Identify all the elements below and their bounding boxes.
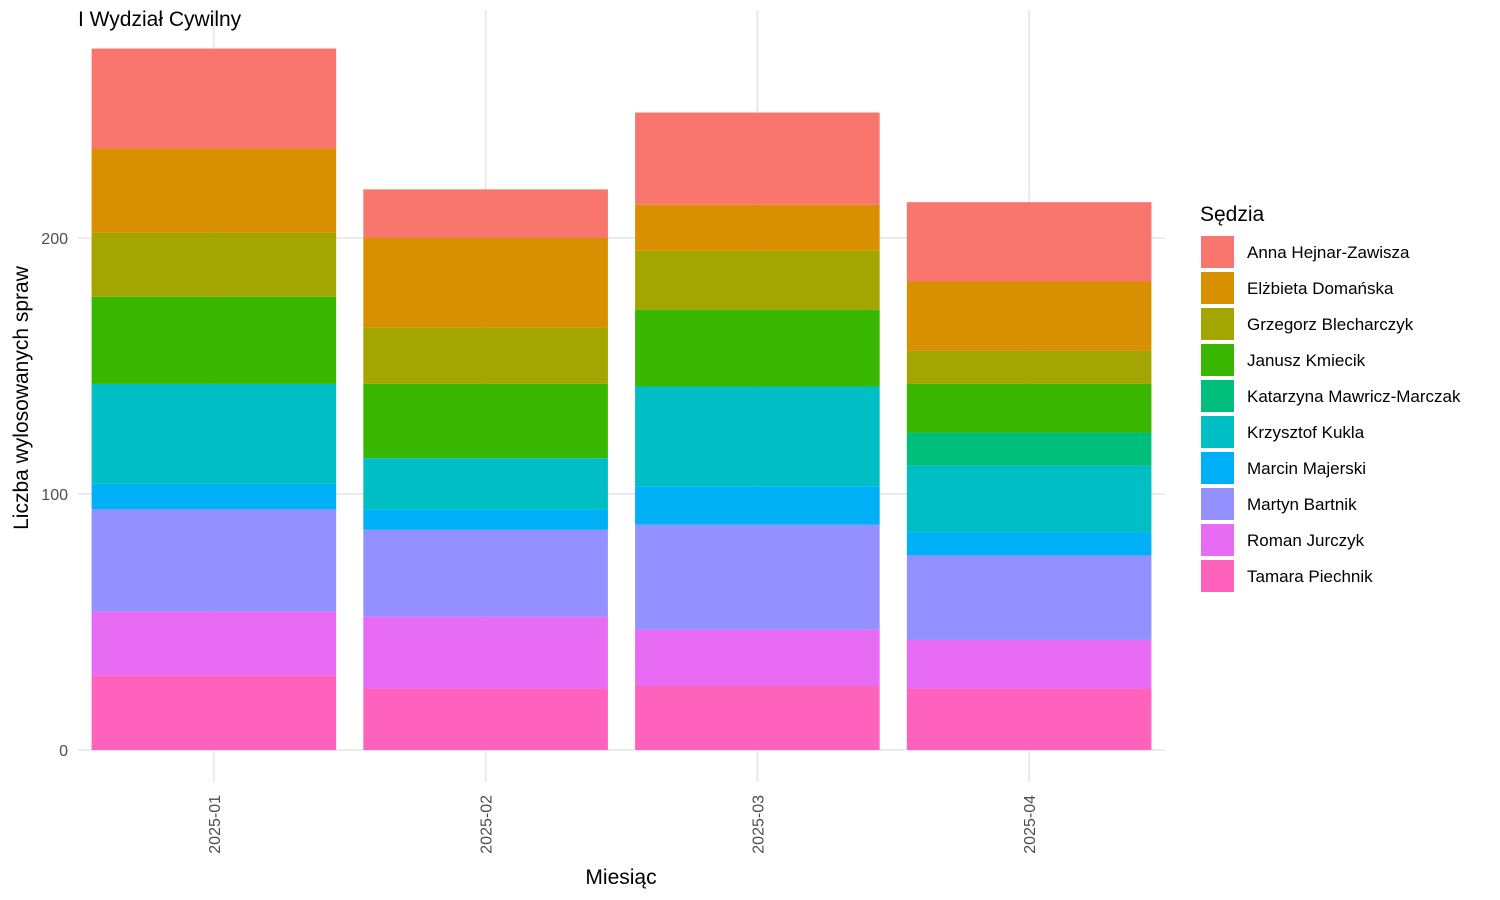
- legend-title: Sędzia: [1200, 203, 1265, 226]
- bar-segment: [906, 432, 1152, 466]
- legend-key: [1201, 344, 1234, 376]
- x-tick-label: 2025-02: [479, 795, 496, 854]
- axes: 0 100 200 2025-01 2025-02 2025-03 2025-04: [41, 231, 1039, 854]
- bar-segment: [906, 281, 1152, 351]
- bar-segment: [906, 350, 1152, 384]
- legend: Sędzia Anna Hejnar-Zawisza Elżbieta Domań…: [1200, 203, 1461, 592]
- legend-key: [1201, 560, 1234, 592]
- legend-key: [1201, 488, 1234, 520]
- x-tick-label: 2025-04: [1022, 795, 1039, 854]
- bar-segment: [363, 458, 608, 510]
- legend-key: [1201, 524, 1234, 556]
- y-tick-label: 100: [41, 487, 68, 504]
- legend-label: Tamara Piechnik: [1247, 567, 1373, 586]
- bar-segment: [91, 675, 337, 750]
- bar-segment: [635, 250, 880, 310]
- bar-segment: [363, 529, 608, 617]
- legend-key: [1201, 452, 1234, 484]
- legend-label: Roman Jurczyk: [1247, 531, 1365, 550]
- bar-segment: [363, 383, 608, 459]
- bar-segment: [363, 189, 608, 238]
- legend-label: Elżbieta Domańska: [1247, 279, 1394, 298]
- legend-key: [1201, 380, 1234, 412]
- bar-segment: [635, 629, 880, 686]
- bars: [91, 48, 1152, 750]
- bar-segment: [635, 524, 880, 630]
- bar-segment: [906, 202, 1152, 282]
- legend-key: [1201, 416, 1234, 448]
- x-tick-label: 2025-01: [207, 795, 224, 854]
- bar-segment: [635, 686, 880, 750]
- bar-segment: [635, 486, 880, 525]
- legend-label: Krzysztof Kukla: [1247, 423, 1365, 442]
- y-tick-label: 200: [41, 231, 68, 248]
- legend-label: Grzegorz Blecharczyk: [1247, 315, 1414, 334]
- bar-segment: [906, 383, 1152, 433]
- bar-segment: [906, 688, 1152, 750]
- bar-segment: [91, 611, 337, 676]
- x-tick-label: 2025-03: [750, 795, 767, 854]
- legend-label: Marcin Majerski: [1247, 459, 1366, 478]
- bar-segment: [906, 555, 1152, 640]
- bar-segment: [906, 532, 1152, 556]
- bar-segment: [363, 688, 608, 750]
- bar-segment: [363, 509, 608, 530]
- legend-label: Anna Hejnar-Zawisza: [1247, 243, 1410, 262]
- y-axis-title: Liczba wylosowanych spraw: [10, 265, 33, 530]
- y-tick-label: 0: [59, 743, 68, 760]
- legend-label: Katarzyna Mawricz-Marczak: [1247, 387, 1461, 406]
- bar-segment: [91, 232, 337, 297]
- legend-key: [1201, 272, 1234, 304]
- bar-segment: [91, 383, 337, 484]
- legend-key: [1201, 308, 1234, 340]
- bar-segment: [363, 238, 608, 328]
- bar-segment: [91, 148, 337, 233]
- bar-segment: [91, 483, 337, 510]
- chart-title: I Wydział Cywilny: [78, 8, 242, 31]
- bar-segment: [91, 509, 337, 612]
- bar-segment: [91, 296, 337, 384]
- bar-segment: [363, 616, 608, 689]
- bar-segment: [635, 204, 880, 251]
- bar-segment: [635, 309, 880, 387]
- legend-label: Martyn Bartnik: [1247, 495, 1357, 514]
- bar-segment: [906, 639, 1152, 689]
- bar-segment: [363, 327, 608, 384]
- bar-segment: [635, 386, 880, 487]
- legend-label: Janusz Kmiecik: [1247, 351, 1366, 370]
- legend-key: [1201, 236, 1234, 268]
- bar-segment: [906, 465, 1152, 533]
- bar-segment: [91, 48, 337, 149]
- bar-segment: [635, 112, 880, 205]
- x-axis-title: Miesiąc: [585, 866, 656, 889]
